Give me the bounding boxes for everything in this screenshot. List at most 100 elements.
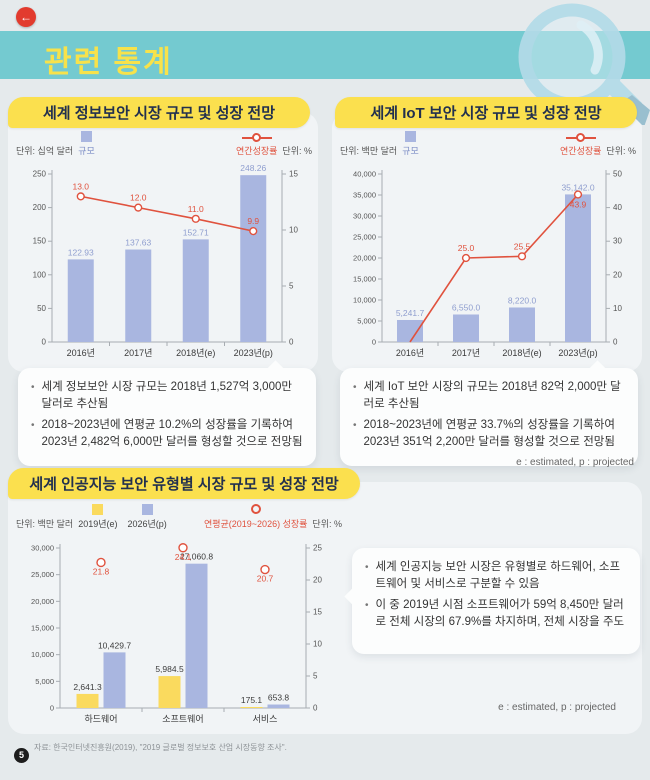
bullet-text: 이 중 2019년 시점 소프트웨어가 59억 8,450만 달러로 전체 시장… — [375, 598, 625, 629]
svg-text:서비스: 서비스 — [253, 714, 278, 724]
bar-2019-legend-label: 2019년(e) — [78, 519, 118, 529]
ai-legend: 단위: 백만 달러 2019년(e) 2026년(p) 연평균(2019~202… — [16, 504, 342, 530]
ai-right-unit: 단위: % — [312, 519, 342, 529]
bullet-text: 2018~2023년에 연평균 33.7%의 성장률을 기록하여 2023년 3… — [363, 418, 615, 449]
svg-text:하드웨어: 하드웨어 — [84, 713, 117, 724]
ai-summary-bubble: 세계 인공지능 보안 시장은 유형별로 하드웨어, 소프트웨어 및 서비스로 구… — [344, 548, 640, 654]
svg-text:24.1: 24.1 — [175, 552, 192, 562]
svg-text:137.63: 137.63 — [125, 238, 151, 248]
line-legend-label: 연간성장률 — [236, 146, 278, 156]
bar-legend-swatch — [80, 131, 92, 142]
ai-chart: 0 5,000 10,000 15,000 20,000 25,000 30,000 0 5 10… — [12, 530, 342, 741]
growth-line-icon — [241, 133, 272, 142]
svg-text:2018년(e): 2018년(e) — [176, 348, 215, 358]
svg-text:0: 0 — [42, 338, 47, 347]
page-number: 5 — [14, 748, 29, 763]
iot-section-title: 세계 IoT 보안 시장 규모 및 성장 전망 — [335, 97, 637, 128]
svg-text:2016년: 2016년 — [67, 348, 95, 358]
svg-text:5,000: 5,000 — [357, 317, 376, 326]
svg-text:40: 40 — [613, 203, 622, 212]
svg-text:2018년(e): 2018년(e) — [502, 348, 541, 358]
svg-text:15: 15 — [313, 608, 322, 617]
bullet-text: 세계 인공지능 보안 시장은 유형별로 하드웨어, 소프트웨어 및 서비스로 구… — [375, 561, 621, 591]
bar-legend-label: 규모 — [402, 146, 419, 156]
svg-text:5: 5 — [313, 672, 318, 681]
svg-text:653.8: 653.8 — [268, 693, 290, 703]
svg-text:2017년: 2017년 — [452, 348, 480, 358]
svg-text:20,000: 20,000 — [353, 254, 376, 263]
bar-legend-label: 규모 — [78, 146, 95, 156]
chart-svg: 0 50 100 150 200 250 0 5 10 15 2016년 2017년 2018년(e) 2… — [33, 163, 299, 358]
estimated-note: e : estimated, p : projected — [498, 702, 616, 713]
svg-text:175.1: 175.1 — [241, 695, 263, 705]
svg-text:25.5: 25.5 — [514, 241, 531, 251]
scatter-legend-label: 연평균(2019~2026) 성장률 — [203, 519, 308, 529]
iot-summary-bubble: 세계 IoT 보안 시장의 규모는 2018년 82억 2,000만 달러로 추… — [340, 360, 638, 466]
svg-text:50: 50 — [37, 304, 46, 313]
iot-legend: 단위: 백만 달러 규모 연간성장률 단위: % — [340, 131, 636, 157]
svg-text:0: 0 — [50, 704, 54, 713]
svg-text:15,000: 15,000 — [31, 624, 54, 633]
growth-circle-icon — [250, 504, 261, 514]
bullet-text: 세계 IoT 보안 시장의 규모는 2018년 82억 2,000만 달러로 추… — [363, 381, 621, 411]
svg-text:30: 30 — [613, 237, 622, 246]
svg-text:25: 25 — [313, 544, 322, 553]
chart-svg: 0 5,000 10,000 15,000 20,000 25,000 30,000 35,0… — [353, 170, 622, 359]
bullet-text: 세계 정보보안 시장 규모는 2018년 1,527억 3,000만 달러로 추… — [41, 381, 292, 411]
svg-text:0: 0 — [313, 704, 318, 713]
ai-bullets: 세계 인공지능 보안 시장은 유형별로 하드웨어, 소프트웨어 및 서비스로 구… — [365, 559, 627, 632]
svg-text:25.0: 25.0 — [458, 243, 475, 253]
svg-text:250: 250 — [33, 170, 47, 179]
svg-text:2023년(p): 2023년(p) — [558, 348, 597, 358]
svg-text:50: 50 — [613, 170, 622, 179]
svg-text:2023년(p): 2023년(p) — [234, 348, 273, 358]
svg-text:5,241.7: 5,241.7 — [396, 308, 425, 318]
source-citation: 자료: 한국인터넷진흥원(2019), "2019 글로벌 정보보호 산업 시장… — [34, 743, 287, 752]
svg-text:35,142.0: 35,142.0 — [561, 182, 594, 192]
svg-text:2017년: 2017년 — [124, 348, 152, 358]
bar-2026-legend-swatch — [141, 504, 153, 515]
svg-text:25,000: 25,000 — [31, 570, 54, 579]
infosec-section-title: 세계 정보보안 시장 규모 및 성장 전망 — [8, 97, 310, 128]
chart-svg: 0 5,000 10,000 15,000 20,000 25,000 30,000 0 5 10… — [31, 543, 322, 724]
iot-chart: 0 5,000 10,000 15,000 20,000 25,000 30,000 35,0… — [334, 158, 640, 375]
svg-text:35,000: 35,000 — [353, 191, 376, 200]
svg-text:10,000: 10,000 — [31, 650, 54, 659]
growth-line-icon — [565, 133, 596, 142]
svg-text:20,000: 20,000 — [31, 597, 54, 606]
svg-text:10: 10 — [613, 304, 622, 313]
svg-text:2,641.3: 2,641.3 — [73, 682, 102, 692]
svg-text:248.26: 248.26 — [240, 163, 266, 173]
svg-text:0: 0 — [289, 338, 294, 347]
svg-text:8,220.0: 8,220.0 — [508, 295, 537, 305]
bar-2026-legend-label: 2026년(p) — [127, 519, 167, 529]
svg-text:30,000: 30,000 — [353, 212, 376, 221]
infosec-chart: 0 50 100 150 200 250 0 5 10 15 2016년 2017년 2018년(e) 2… — [10, 158, 316, 375]
svg-text:10: 10 — [313, 640, 322, 649]
svg-text:12.0: 12.0 — [130, 193, 147, 203]
estimated-note: e : estimated, p : projected — [516, 457, 634, 468]
svg-text:10,000: 10,000 — [353, 296, 376, 305]
svg-text:5,984.5: 5,984.5 — [155, 664, 184, 674]
ai-section-title: 세계 인공지능 보안 유형별 시장 규모 및 성장 전망 — [8, 468, 360, 499]
svg-text:152.71: 152.71 — [183, 227, 209, 237]
svg-text:15: 15 — [289, 170, 298, 179]
page-title: 관련 통계 — [44, 46, 173, 79]
svg-text:9.9: 9.9 — [247, 216, 259, 226]
svg-text:100: 100 — [33, 270, 47, 279]
infosec-chart-panel — [8, 112, 318, 372]
svg-text:43.9: 43.9 — [570, 199, 587, 209]
infosec-right-unit: 단위: % — [282, 146, 312, 156]
header-band — [0, 31, 650, 79]
svg-text:11.0: 11.0 — [188, 204, 204, 214]
svg-text:5: 5 — [289, 282, 294, 291]
infosec-left-unit: 단위: 십억 달러 — [16, 146, 74, 156]
line-legend-label: 연간성장률 — [560, 146, 602, 156]
ai-left-unit: 단위: 백만 달러 — [16, 519, 74, 529]
back-button[interactable]: ← — [16, 7, 36, 27]
svg-text:소프트웨어: 소프트웨어 — [162, 713, 203, 724]
svg-text:20: 20 — [613, 270, 622, 279]
infosec-legend: 단위: 십억 달러 규모 연간성장률 단위: % — [16, 131, 312, 157]
svg-text:27,060.8: 27,060.8 — [180, 552, 213, 562]
